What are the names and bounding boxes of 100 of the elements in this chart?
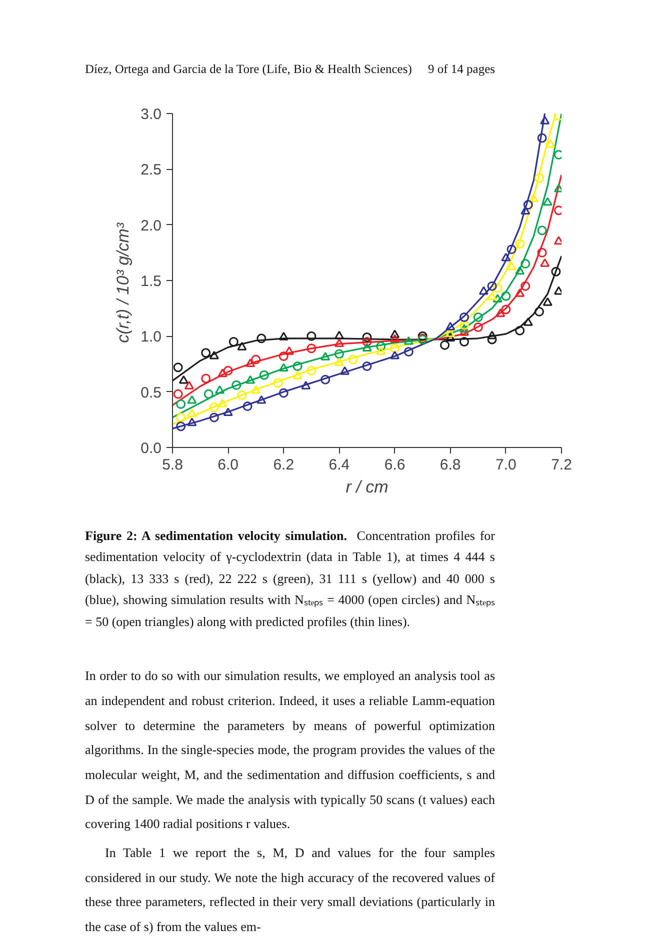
y-tick-label: 1.0: [140, 328, 162, 346]
y-tick-label: 3.0: [140, 106, 162, 123]
x-tick-label: 6.2: [273, 456, 294, 474]
y-axis-title: c(r,t) / 10³ g/cm³: [114, 222, 133, 343]
point: [446, 328, 456, 337]
point: [487, 334, 497, 344]
point: [523, 200, 533, 210]
point: [223, 408, 233, 416]
x-tick-label: 6.0: [218, 456, 239, 474]
point: [334, 338, 344, 348]
point: [273, 378, 283, 388]
point: [340, 366, 350, 375]
point: [473, 312, 483, 322]
point: [184, 380, 194, 390]
point: [320, 352, 330, 360]
point: [218, 368, 228, 378]
point: [209, 402, 219, 412]
point: [418, 331, 428, 341]
point: [176, 422, 186, 432]
point: [537, 248, 547, 258]
point: [334, 358, 344, 366]
point: [246, 358, 256, 368]
y-tick-label: 2.5: [140, 162, 162, 179]
point: [460, 320, 469, 330]
y-tick-label: 1.5: [140, 273, 162, 290]
line-series: [172, 255, 562, 382]
point: [540, 116, 550, 124]
point: [515, 326, 525, 336]
point: [334, 349, 344, 359]
point: [223, 366, 233, 376]
point: [218, 398, 228, 408]
line-series: [172, 174, 562, 406]
point: [173, 389, 183, 399]
point: [390, 334, 400, 343]
point: [446, 333, 456, 342]
point: [542, 297, 552, 306]
point: [537, 226, 547, 236]
point: [306, 331, 316, 341]
point: [242, 402, 252, 412]
point: [534, 173, 544, 183]
x-tick-label: 7.2: [551, 456, 572, 474]
x-tick-label: 6.4: [328, 456, 350, 474]
point: [515, 239, 525, 248]
point: [256, 395, 266, 404]
point: [460, 312, 469, 322]
point: [187, 408, 197, 418]
point: [460, 324, 469, 333]
x-tick-label: 6.6: [384, 456, 406, 474]
point: [506, 244, 516, 254]
point: [506, 262, 516, 270]
point: [201, 374, 211, 384]
point: [201, 348, 211, 358]
point: [534, 306, 544, 316]
point: [542, 197, 552, 206]
y-tick-label: 2.0: [140, 217, 162, 234]
point: [496, 308, 506, 317]
point: [176, 412, 186, 422]
point: [501, 291, 511, 301]
point: [390, 350, 400, 360]
point: [404, 336, 414, 345]
x-axis-title: r / cm: [346, 478, 388, 496]
point: [376, 346, 386, 355]
point: [520, 206, 530, 215]
y-tick-label: 0.5: [140, 384, 162, 402]
point: [301, 380, 311, 390]
text: Díez, Ortega and Garcia de la Tore (Life, Bio & Health Sciences): [85, 61, 412, 78]
point: [520, 281, 530, 291]
point: [515, 266, 525, 275]
point: [404, 347, 414, 356]
point: [487, 292, 497, 300]
point: [173, 362, 183, 372]
point: [209, 350, 219, 360]
y-tick-label: 0.0: [140, 440, 162, 457]
point: [546, 139, 556, 148]
point: [460, 327, 469, 336]
point: [278, 363, 288, 372]
x-tick-label: 7.0: [496, 456, 516, 474]
point: [390, 344, 400, 354]
x-tick-label: 5.8: [162, 456, 183, 474]
point: [376, 341, 386, 351]
point: [187, 395, 197, 404]
point: [362, 361, 372, 371]
point: [306, 344, 316, 354]
point: [334, 330, 344, 340]
point: [362, 332, 372, 342]
point: [176, 399, 186, 409]
point: [537, 133, 547, 143]
point: [440, 340, 450, 350]
point: [292, 361, 302, 371]
point: [528, 194, 538, 202]
point: [251, 385, 261, 394]
point: [237, 390, 247, 400]
point: [278, 332, 288, 340]
point: [473, 322, 483, 332]
point: [460, 336, 469, 346]
point: [540, 258, 550, 267]
point: [228, 336, 238, 346]
point: [278, 388, 288, 398]
point: [348, 354, 358, 364]
point: [523, 317, 533, 326]
